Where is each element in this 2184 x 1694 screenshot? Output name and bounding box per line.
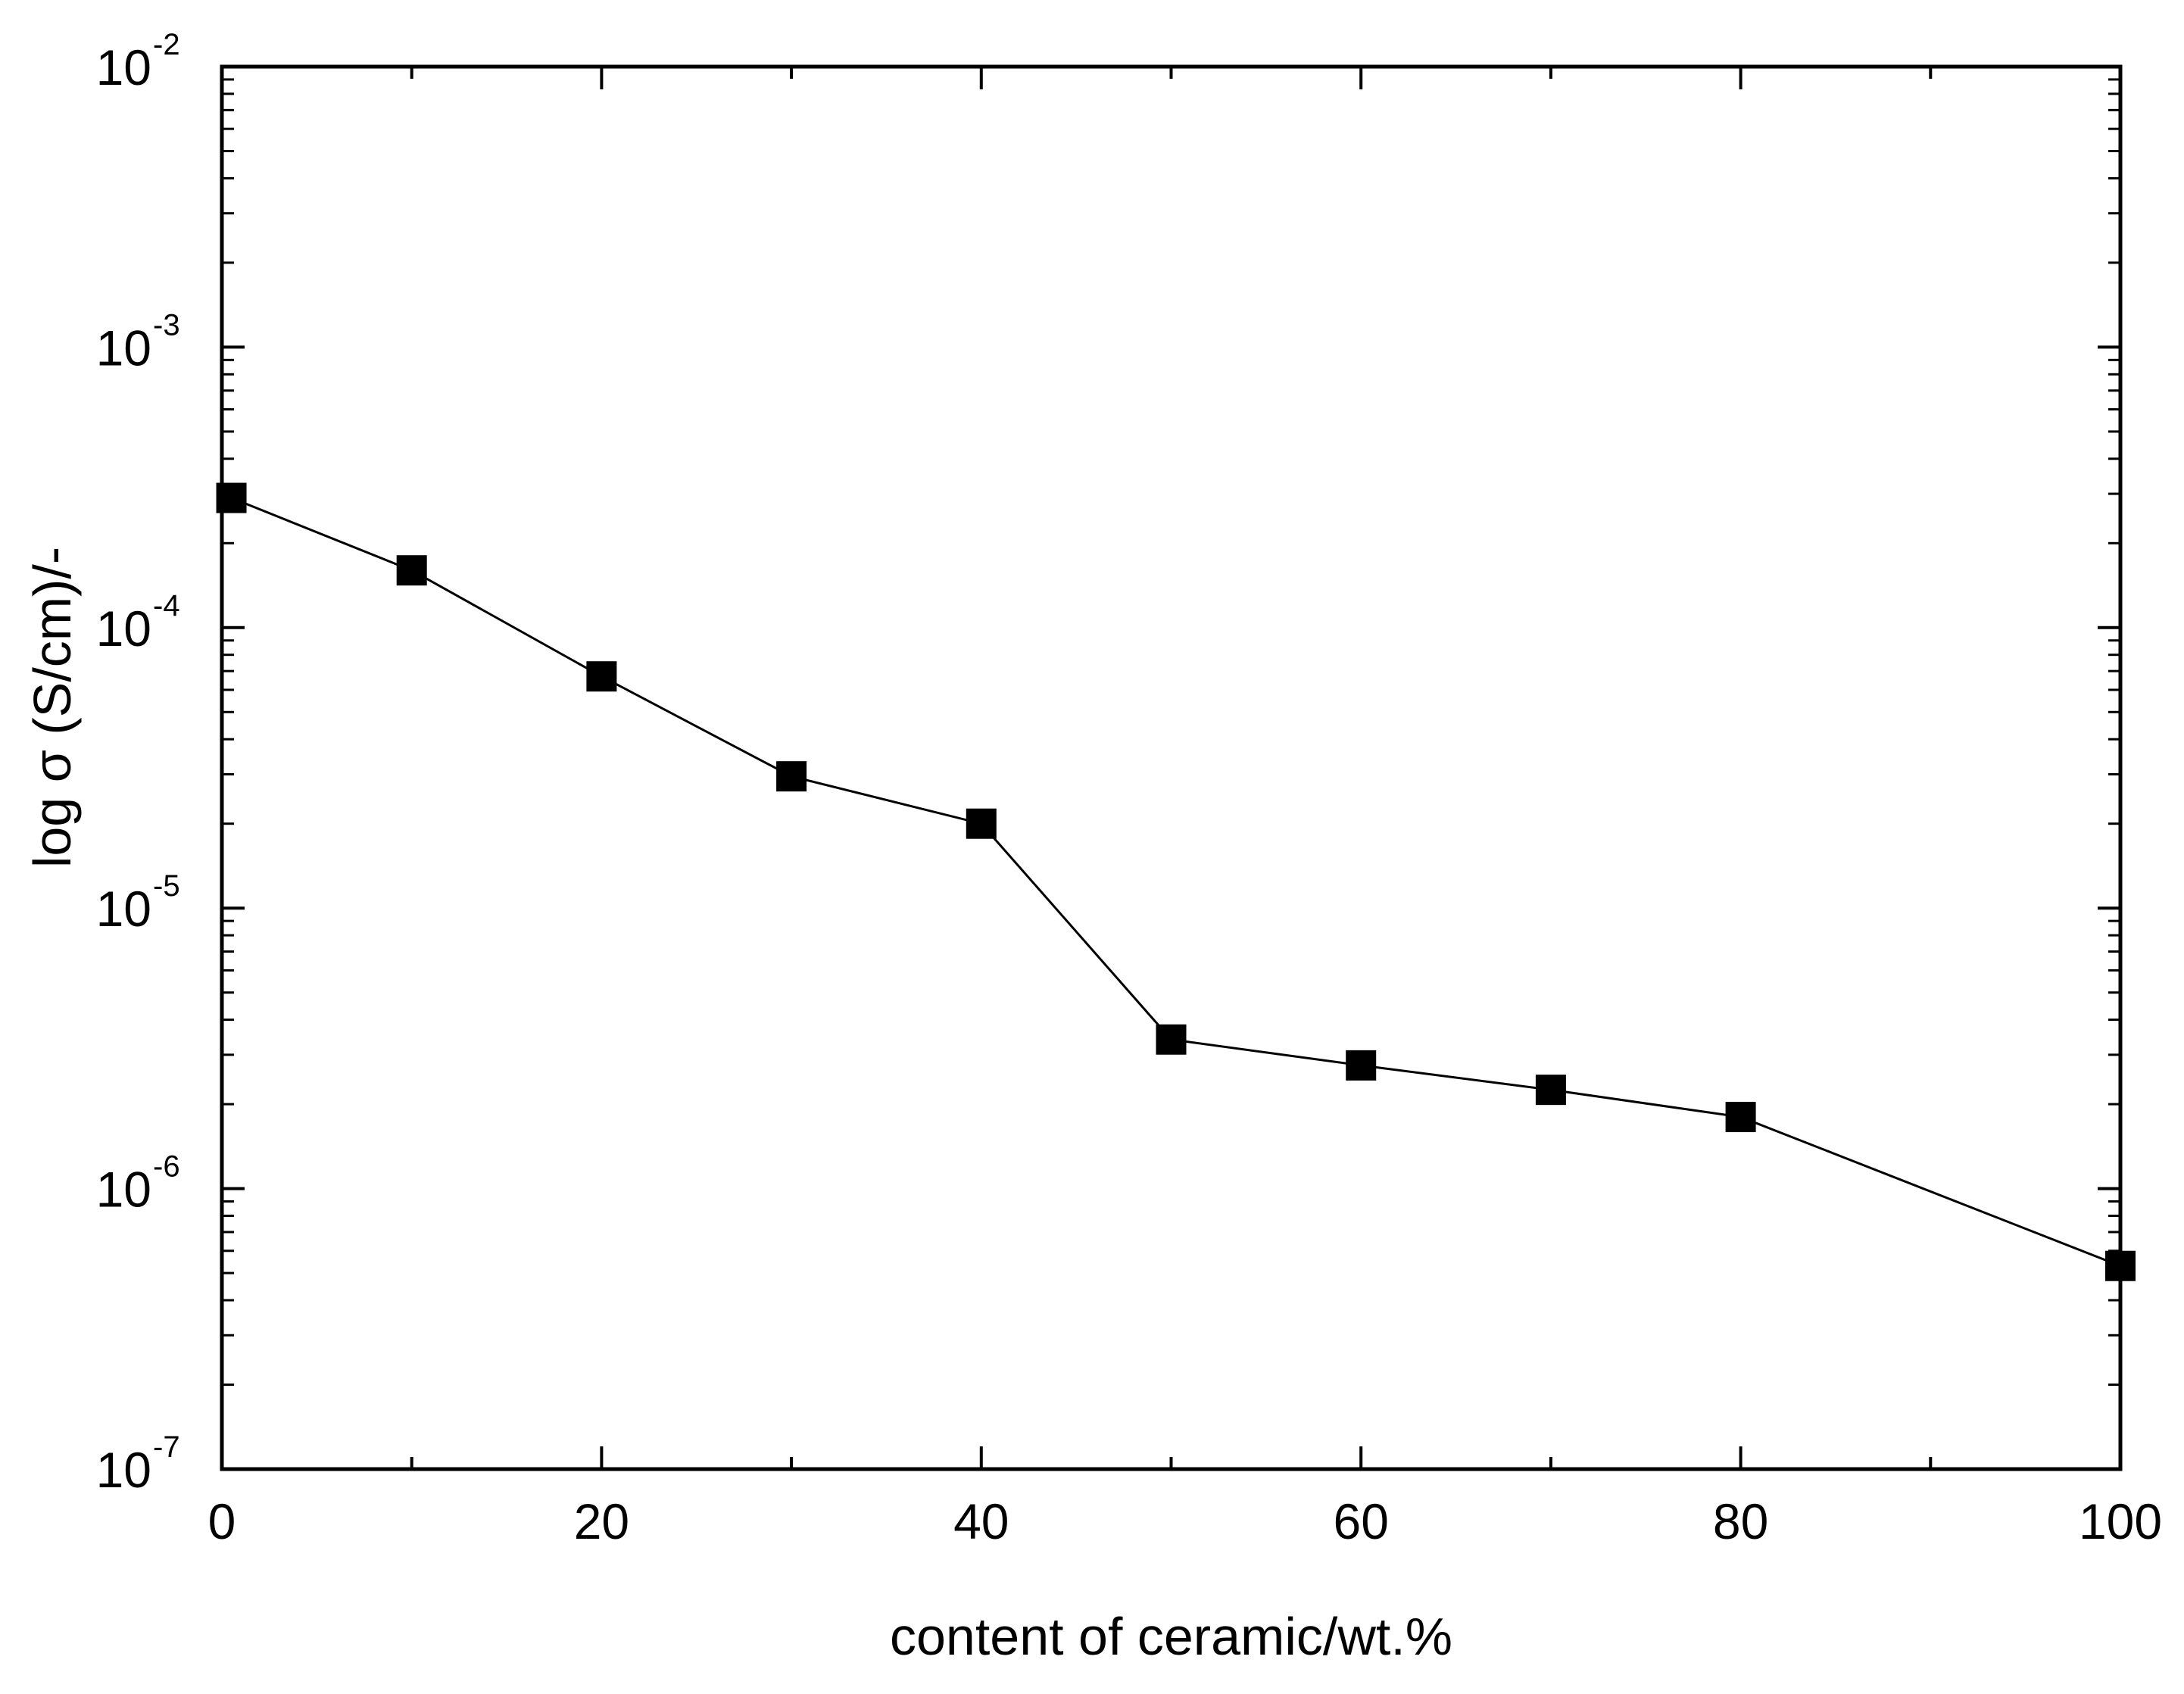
- major-ticks: [220, 65, 2122, 1471]
- x-tick-label: 20: [574, 1493, 629, 1549]
- x-tick-label: 80: [1713, 1493, 1768, 1549]
- y-tick-label-exponent: -2: [153, 28, 180, 61]
- y-tick-label: 10 -2: [96, 28, 180, 95]
- y-tick-label-exponent: -6: [153, 1150, 180, 1184]
- data-point-marker: [216, 482, 247, 513]
- y-tick-label: 10 -3: [96, 308, 180, 376]
- y-tick-label-exponent: -4: [153, 589, 180, 622]
- y-tick-label-base: 10: [96, 1442, 151, 1498]
- y-tick-labels: 10-710-610-510-410-310-2: [96, 28, 180, 1498]
- data-point-marker: [966, 808, 997, 839]
- minor-ticks: [222, 67, 2120, 1469]
- y-tick-label-exponent: -5: [153, 869, 180, 903]
- series-line: [230, 497, 2121, 1268]
- x-tick-label: 0: [208, 1493, 236, 1549]
- data-point-marker: [2105, 1250, 2136, 1281]
- data-point-marker: [1346, 1050, 1377, 1081]
- y-tick-label-base: 10: [96, 601, 151, 657]
- series-layer: [216, 482, 2136, 1281]
- y-tick-label: 10 -4: [96, 589, 180, 657]
- data-point-marker: [1725, 1102, 1756, 1133]
- y-tick-label-base: 10: [96, 881, 151, 937]
- y-tick-label-exponent: -3: [153, 308, 180, 342]
- y-tick-label-base: 10: [96, 39, 151, 95]
- y-tick-label: 10 -6: [96, 1150, 180, 1218]
- x-tick-label: 40: [953, 1493, 1009, 1549]
- x-axis-title: content of ceramic/wt.%: [890, 1607, 1452, 1666]
- y-tick-label: 10 -5: [96, 869, 180, 937]
- data-point-marker: [1156, 1024, 1187, 1055]
- y-tick-label: 10 -7: [96, 1430, 180, 1498]
- plot-border: [220, 64, 2123, 1471]
- y-tick-label-exponent: -7: [153, 1430, 180, 1464]
- x-tick-labels: 0 20 40 60 80 100: [208, 1493, 2162, 1549]
- data-point-marker: [1535, 1075, 1566, 1106]
- data-point-marker: [586, 661, 617, 692]
- y-tick-label-base: 10: [96, 1162, 151, 1218]
- data-point-marker: [776, 761, 807, 792]
- data-point-marker: [396, 555, 427, 586]
- y-tick-label-base: 10: [96, 320, 151, 376]
- x-tick-label: 100: [2079, 1493, 2162, 1549]
- x-tick-label: 60: [1333, 1493, 1388, 1549]
- y-axis-title: log σ (S/cm)/-: [23, 547, 82, 868]
- plot-frame: [220, 64, 2123, 1471]
